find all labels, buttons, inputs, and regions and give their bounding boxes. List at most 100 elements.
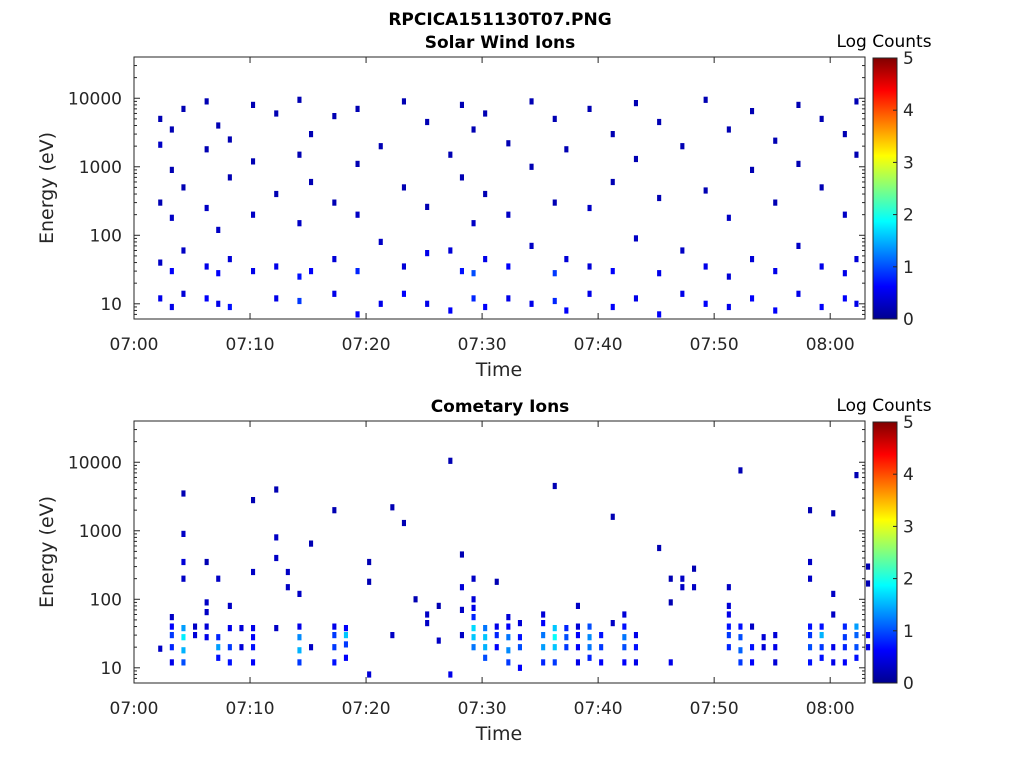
heatmap-cell [854,472,859,479]
x-tick-label: 07:40 [574,335,623,355]
heatmap-cell [367,578,372,585]
heatmap-cell [483,625,488,632]
heatmap-cell [773,268,778,275]
heatmap-cell [680,247,685,254]
heatmap-cell [541,611,546,618]
heatmap-cell [401,98,406,105]
heatmap-cell [529,300,534,307]
heatmap-cell [529,242,534,249]
heatmap-cell [251,268,256,275]
y-tick-label: 100 [90,590,122,610]
heatmap-cell [622,644,627,651]
heatmap-cell [587,634,592,641]
heatmap-cell [204,146,209,153]
heatmap-cell [692,584,697,591]
heatmap-cell [738,467,743,474]
heatmap-cell [726,611,731,618]
heatmap-cell [216,122,221,129]
colorbar-tick-label: 4 [903,101,914,121]
heatmap-cell [831,590,836,597]
colorbar-ticks: 0 1 2 3 4 5 [893,49,914,330]
heatmap-cell [436,602,441,609]
heatmap-cells [158,96,859,318]
panel-title: Cometary Ions [431,397,570,417]
panel-title: Solar Wind Ions [425,33,576,53]
heatmap-cell [274,625,279,632]
heatmap-cell [552,625,557,632]
heatmap-cell [738,647,743,654]
heatmap-cell [750,623,755,630]
heatmap-cell [506,659,511,666]
heatmap-cell [251,101,256,108]
heatmap-cell [274,486,279,493]
heatmap-cell [274,534,279,541]
heatmap-cell [448,247,453,254]
heatmap-cell [471,604,476,611]
x-tick-label: 07:40 [574,699,623,719]
heatmap-cell [668,659,673,666]
heatmap-cell [657,311,662,318]
heatmap-cell [750,659,755,666]
heatmap-cell [657,270,662,277]
heatmap-cell [459,551,464,558]
heatmap-cell [866,580,871,587]
heatmap-cell [564,256,569,263]
heatmap-cell [738,634,743,641]
heatmap-cell [854,300,859,307]
heatmap-cell [193,623,198,630]
heatmap-cell [297,590,302,597]
heatmap-cell [622,623,627,630]
heatmap-cell [796,101,801,108]
heatmap-cell [274,190,279,198]
heatmap-cell [726,214,731,221]
heatmap-cell [309,131,314,138]
heatmap-cell [529,98,534,105]
colorbar-tick-label: 4 [903,465,914,485]
heatmap-cell [819,623,824,630]
heatmap-cell [297,151,302,158]
heatmap-cell [343,632,348,639]
heatmap-cell [483,190,488,198]
heatmap-cell [471,575,476,582]
heatmap-cell [297,220,302,227]
heatmap-cell [506,647,511,654]
heatmap-cell [390,504,395,511]
heatmap-cell [831,510,836,517]
heatmap-cell [332,632,337,639]
heatmap-cell [332,290,337,297]
heatmap-cell [483,654,488,661]
heatmap-cell [448,151,453,158]
y-tick-label: 10000 [68,89,122,109]
heatmap-cell [471,220,476,227]
heatmap-cell [181,105,186,112]
heatmap-cell [726,126,731,133]
x-tick-label: 07:50 [690,699,739,719]
heatmap-cell [506,634,511,641]
x-tick-label: 07:00 [110,699,159,719]
heatmap-cell [622,659,627,666]
heatmap-cell [227,136,232,143]
heatmap-cell [401,184,406,191]
y-axis-label: Energy (eV) [36,132,58,244]
heatmap-cell [610,178,615,186]
heatmap-cell [169,614,174,621]
plot-area [133,56,866,320]
heatmap-cell [761,634,766,641]
heatmap-cell [587,105,592,112]
heatmap-cell [158,115,163,122]
heatmap-cell [425,620,430,627]
heatmap-cell [633,632,638,639]
x-tick-label: 07:30 [458,699,507,719]
heatmap-cell [587,654,592,661]
heatmap-cell [227,303,232,311]
heatmap-cell [401,519,406,527]
heatmap-cell [483,110,488,117]
heatmap-cell [726,584,731,591]
heatmap-cell [506,140,511,147]
heatmap-cell [552,297,557,305]
heatmap-cell [425,300,430,307]
heatmap-cell [842,295,847,302]
heatmap-cell [297,659,302,666]
heatmap-cell [378,238,383,245]
heatmap-cell [541,659,546,666]
